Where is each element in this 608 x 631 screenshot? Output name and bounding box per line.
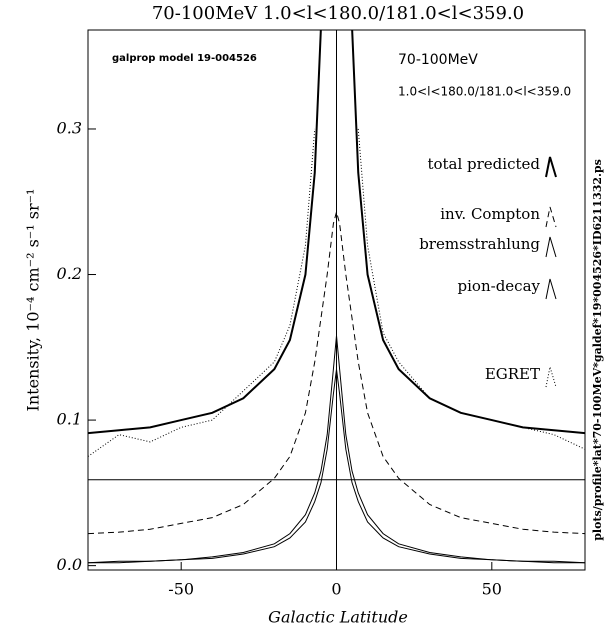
legend-label: pion-decay [458,277,541,295]
legend-label: bremsstrahlung [419,235,540,253]
series-line [88,335,585,564]
x-axis-label: Galactic Latitude [268,608,408,627]
y-tick-label: 0.3 [57,118,82,137]
y-tick-label: 0.2 [57,264,82,283]
annotation: 1.0<l<180.0/181.0<l<359.0 [398,85,571,99]
series-line [88,369,585,564]
annotation: galprop model 19-004526 [112,53,257,64]
plot-area [88,30,585,570]
legend-label: total predicted [427,155,540,173]
series-line [88,128,585,457]
y-tick-label: 0.0 [57,555,82,574]
legend-swatch [545,236,557,258]
chart-title: 70-100MeV 1.0<l<180.0/181.0<l<359.0 [152,3,524,24]
annotation: 70-100MeV [398,52,478,68]
y-tick-label: 0.1 [57,410,82,429]
x-tick-label: 0 [331,580,341,599]
x-tick-label: -50 [168,580,194,599]
x-tick-label: 50 [482,580,502,599]
legend-swatch [545,278,557,300]
series-line [88,210,585,535]
legend-swatch [545,206,557,228]
y-axis-label: Intensity, 10⁻⁴ cm⁻² s⁻¹ sr⁻¹ [24,189,43,412]
annotation: plots/profile*lat*70-100MeV*galdef*19*00… [591,159,604,541]
legend-swatch [545,366,557,388]
legend-label: inv. Compton [440,205,540,223]
legend-swatch [545,156,557,178]
legend-label: EGRET [485,365,540,383]
series-line [88,30,585,435]
